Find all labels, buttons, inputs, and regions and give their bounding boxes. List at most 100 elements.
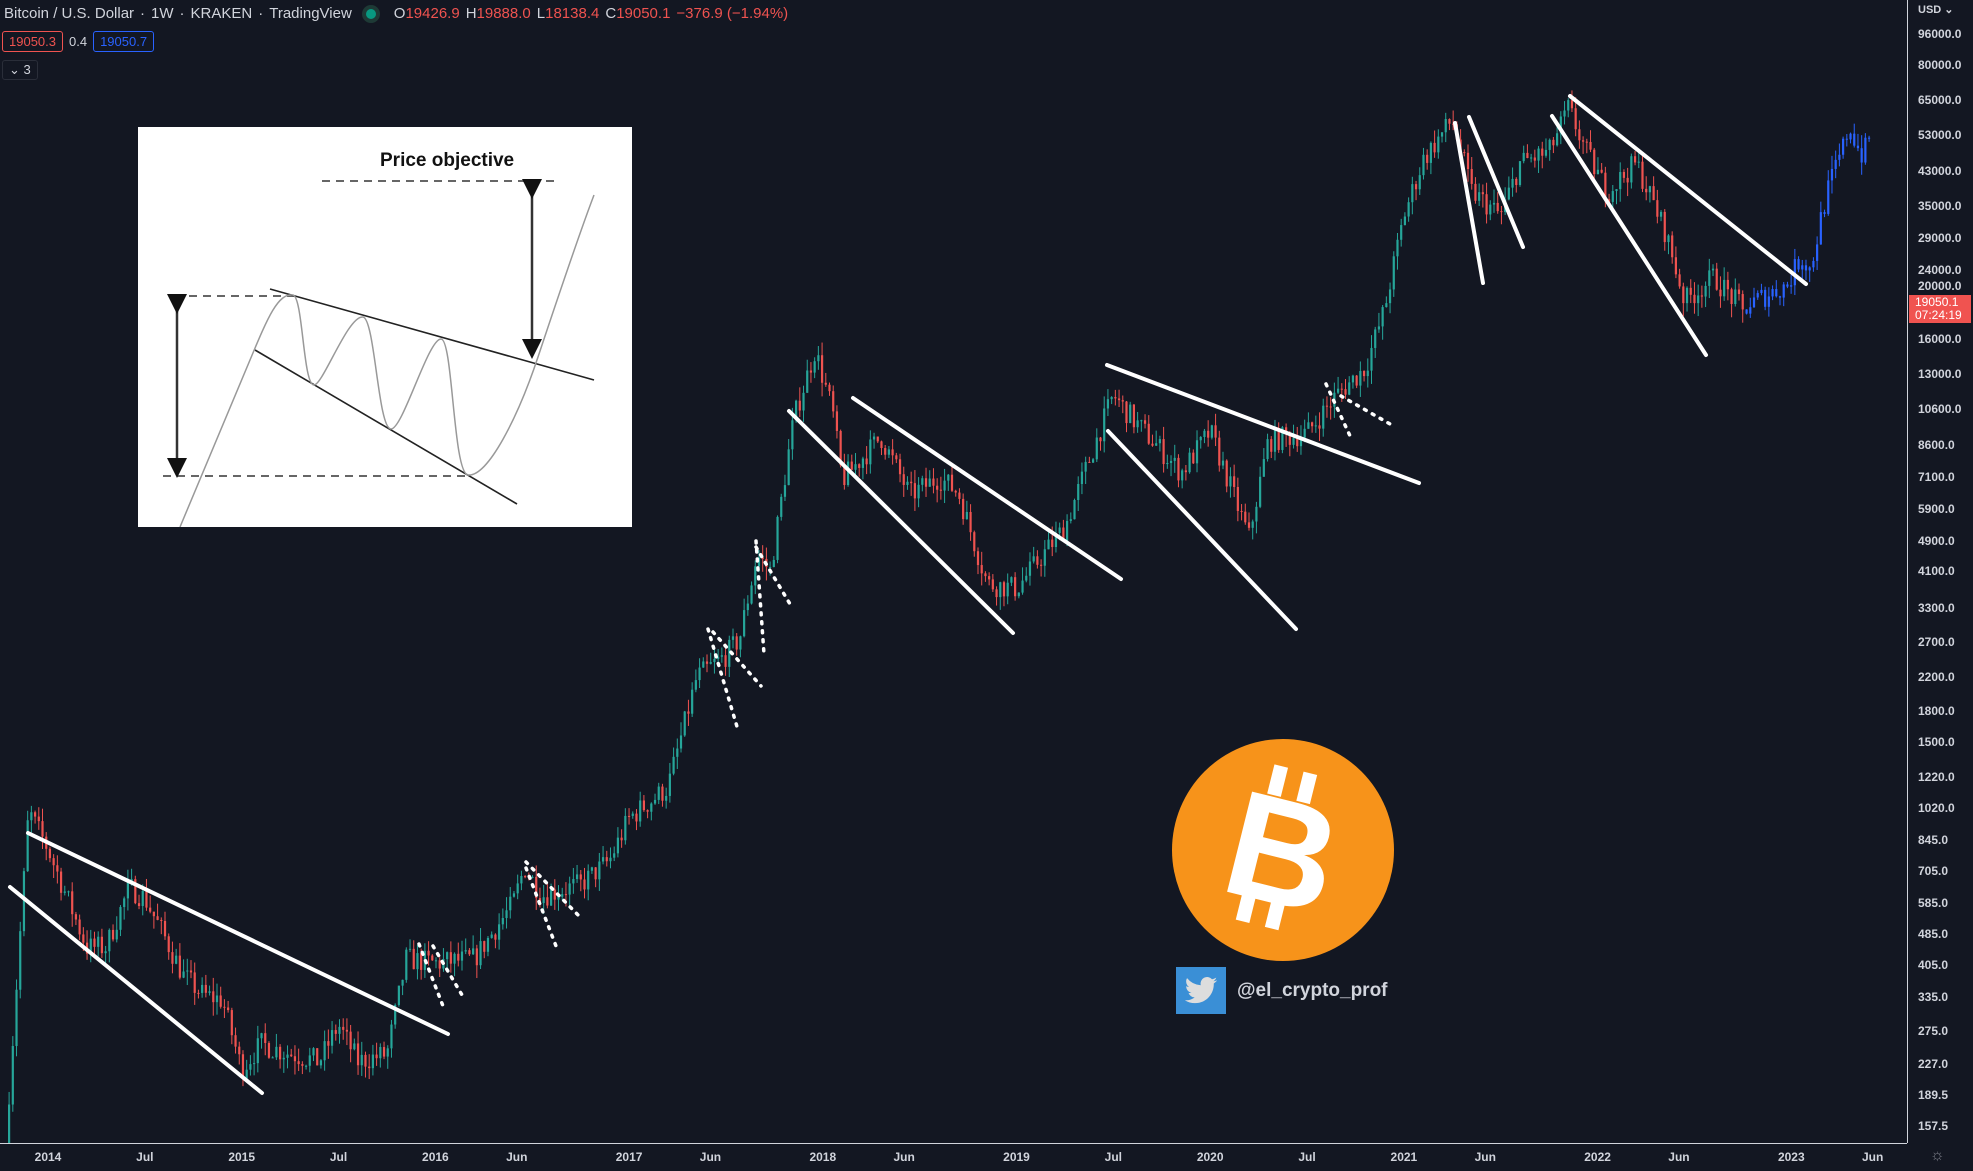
candle (334, 1030, 337, 1034)
candle (1229, 476, 1232, 487)
candle (1244, 511, 1247, 523)
candle (676, 748, 679, 757)
candle (869, 439, 872, 465)
candle (1804, 265, 1808, 271)
price-tick: 20000.0 (1918, 279, 1962, 294)
candle (301, 1064, 304, 1066)
candle (1741, 294, 1744, 310)
candle (1414, 184, 1418, 190)
wedge-diagram-icon (163, 179, 595, 528)
twitter-icon (1176, 967, 1226, 1014)
candle (583, 879, 586, 890)
candle (48, 848, 52, 859)
interval[interactable]: 1W (151, 5, 174, 22)
candle (234, 1035, 237, 1047)
candle (1749, 307, 1752, 314)
candle (182, 971, 185, 978)
candle (1162, 439, 1165, 465)
price-tick: 1220.0 (1918, 770, 1955, 785)
candle (910, 481, 913, 484)
falling-wedge-diagram: Price objective (138, 127, 632, 528)
candle (33, 812, 37, 817)
candle (828, 384, 831, 392)
candle (1255, 506, 1258, 522)
candle (1463, 152, 1466, 154)
candle (1481, 192, 1484, 195)
trendline (1453, 121, 1485, 285)
candle (1065, 520, 1069, 541)
candle (1262, 459, 1265, 477)
buy-button[interactable]: 19050.7 (93, 31, 155, 52)
price-axis[interactable]: USD ⌄ 96000.0 80000.0 65000.0 53000.0 43000.… (1907, 0, 1973, 1143)
candle (1411, 184, 1414, 203)
candle (1656, 200, 1659, 217)
candle (494, 934, 497, 940)
candle (1678, 274, 1681, 287)
price-chart[interactable] (0, 0, 1907, 1143)
candle (902, 474, 905, 485)
candle (1084, 461, 1087, 472)
time-tick: Jul (1104, 1150, 1123, 1164)
candle (1808, 267, 1811, 271)
sell-button[interactable]: 19050.3 (2, 31, 63, 52)
time-tick: 2014 (34, 1150, 62, 1164)
symbol-name[interactable]: Bitcoin / U.S. Dollar (4, 5, 135, 22)
dotted-line (417, 942, 445, 1008)
candle (1155, 443, 1158, 446)
candle (564, 894, 568, 896)
dotted-line (754, 539, 766, 656)
time-tick: 2021 (1390, 1150, 1418, 1164)
candle (420, 953, 423, 970)
candle (449, 952, 452, 964)
candle (215, 995, 219, 1003)
price-tick: 1500.0 (1918, 735, 1955, 750)
dotted-trendlines (417, 382, 1392, 1008)
candle (175, 955, 178, 964)
candle (1299, 437, 1303, 447)
candle (1711, 268, 1715, 271)
settings-icon[interactable]: ☼ (1930, 1147, 1945, 1164)
candle (1812, 260, 1815, 268)
trendline (1467, 115, 1525, 249)
candle (1073, 500, 1076, 520)
candle (739, 636, 742, 650)
candle (1589, 141, 1592, 150)
candle (1730, 289, 1733, 305)
time-axis[interactable]: 2014 Jul 2015 Jul 2016 Jun 2017 Jun 2018 Jun 2019 J… (0, 1143, 1907, 1171)
candle (1752, 297, 1756, 308)
currency-selector[interactable]: USD ⌄ (1918, 4, 1954, 16)
candle (1567, 100, 1570, 111)
candle (642, 800, 645, 811)
candle (1288, 434, 1291, 445)
candle (1834, 159, 1837, 169)
candle (1277, 428, 1280, 450)
candle (984, 573, 987, 577)
candle (1652, 186, 1655, 201)
candle (1325, 405, 1329, 407)
candle (282, 1057, 285, 1060)
candle (1559, 116, 1562, 134)
candles (7, 90, 1744, 1143)
candle (605, 857, 608, 862)
candle (947, 474, 950, 481)
candle (1181, 470, 1184, 481)
candle (1370, 347, 1373, 371)
candle (1028, 561, 1032, 576)
candle (405, 949, 408, 980)
candle (59, 871, 63, 893)
candle (212, 991, 215, 1003)
candle (1199, 436, 1202, 441)
candle (668, 773, 671, 796)
indicators-toggle[interactable]: ⌄ 3 (2, 60, 38, 80)
candle (928, 478, 931, 487)
candle (1103, 408, 1106, 442)
candle (1184, 470, 1187, 473)
candle (616, 837, 620, 854)
candle (950, 474, 954, 491)
candle (1014, 577, 1017, 597)
candle (1663, 211, 1666, 243)
candle (1856, 145, 1860, 149)
candle (253, 1063, 256, 1065)
candle (872, 436, 876, 440)
candle (1114, 397, 1117, 399)
